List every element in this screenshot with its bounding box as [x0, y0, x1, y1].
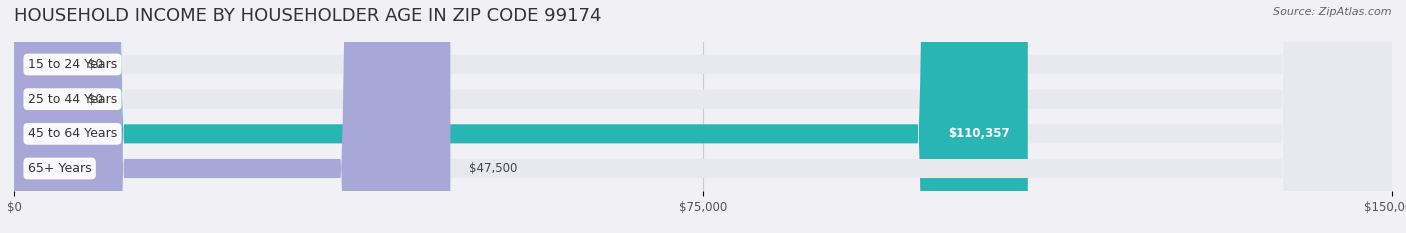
Text: $0: $0 — [87, 93, 103, 106]
Text: $0: $0 — [87, 58, 103, 71]
Text: 25 to 44 Years: 25 to 44 Years — [28, 93, 117, 106]
FancyBboxPatch shape — [14, 0, 1392, 233]
Text: $110,357: $110,357 — [948, 127, 1010, 140]
FancyBboxPatch shape — [14, 0, 450, 233]
Text: HOUSEHOLD INCOME BY HOUSEHOLDER AGE IN ZIP CODE 99174: HOUSEHOLD INCOME BY HOUSEHOLDER AGE IN Z… — [14, 7, 602, 25]
Text: Source: ZipAtlas.com: Source: ZipAtlas.com — [1274, 7, 1392, 17]
Text: $47,500: $47,500 — [468, 162, 517, 175]
FancyBboxPatch shape — [14, 0, 1392, 233]
FancyBboxPatch shape — [14, 0, 1392, 233]
Text: 45 to 64 Years: 45 to 64 Years — [28, 127, 117, 140]
FancyBboxPatch shape — [14, 0, 60, 233]
FancyBboxPatch shape — [14, 0, 1028, 233]
FancyBboxPatch shape — [14, 0, 1392, 233]
Text: 65+ Years: 65+ Years — [28, 162, 91, 175]
FancyBboxPatch shape — [14, 0, 60, 233]
Text: 15 to 24 Years: 15 to 24 Years — [28, 58, 117, 71]
